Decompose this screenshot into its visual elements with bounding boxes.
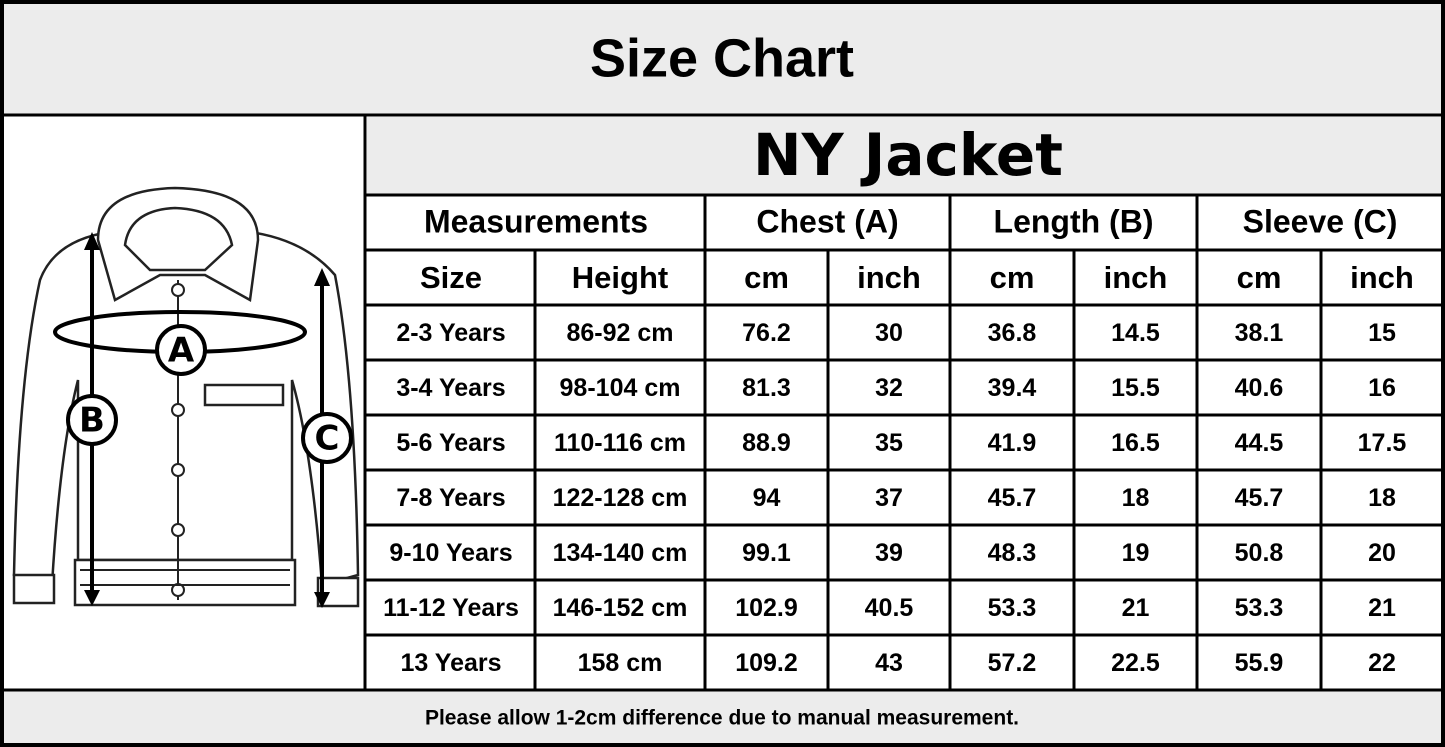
table-cell: 86-92 cm [566, 319, 673, 347]
table-cell: 158 cm [578, 649, 663, 677]
table-cell: 20 [1368, 539, 1396, 567]
table-cell: 11-12 Years [383, 594, 519, 622]
table-cell: 13 Years [400, 649, 501, 677]
table-cell: 40.6 [1235, 374, 1284, 402]
column-header: Size [420, 260, 482, 295]
page-title: Size Chart [590, 28, 854, 88]
table-cell: 16 [1368, 374, 1396, 402]
group-header: Sleeve (C) [1243, 203, 1398, 239]
column-header: inch [1350, 260, 1414, 295]
table-cell: 109.2 [735, 649, 798, 677]
table-cell: 30 [875, 319, 903, 347]
table-cell: 2-3 Years [396, 319, 505, 347]
table-cell: 32 [875, 374, 903, 402]
table-grid [0, 113, 1445, 692]
table-cell: 35 [875, 429, 903, 457]
table-cell: 7-8 Years [396, 484, 505, 512]
table-cell: 37 [875, 484, 903, 512]
table-title-band [367, 117, 1443, 195]
column-header: cm [990, 260, 1035, 295]
table-cell: 39.4 [988, 374, 1037, 402]
table-cell: 55.9 [1235, 649, 1284, 677]
table-cell: 43 [875, 649, 903, 677]
table-cell: 102.9 [735, 594, 798, 622]
table-cell: 16.5 [1111, 429, 1160, 457]
table-cell: 134-140 cm [553, 539, 688, 567]
table-cell: 15.5 [1111, 374, 1160, 402]
table-cell: 21 [1368, 594, 1396, 622]
table-cell: 45.7 [988, 484, 1037, 512]
table-cell: 22.5 [1111, 649, 1160, 677]
table-cell: 45.7 [1235, 484, 1284, 512]
column-header: cm [744, 260, 789, 295]
footnote: Please allow 1-2cm difference due to man… [425, 707, 1019, 730]
table-cell: 99.1 [742, 539, 791, 567]
table-cell: 18 [1122, 484, 1150, 512]
column-header: cm [1237, 260, 1282, 295]
table-cell: 19 [1122, 539, 1150, 567]
table-cell: 17.5 [1358, 429, 1407, 457]
table-cell: 81.3 [742, 374, 791, 402]
table-cell: 48.3 [988, 539, 1037, 567]
table-cell: 122-128 cm [553, 484, 688, 512]
table-cell: 36.8 [988, 319, 1037, 347]
footer-band [0, 690, 1445, 747]
table-cell: 53.3 [1235, 594, 1284, 622]
table-cell: 41.9 [988, 429, 1037, 457]
table-cell: 9-10 Years [389, 539, 512, 567]
title-band [0, 0, 1445, 115]
table-cell: 3-4 Years [396, 374, 505, 402]
column-header: Height [572, 260, 668, 295]
table-cell: 76.2 [742, 319, 791, 347]
table-cell: 39 [875, 539, 903, 567]
table-cell: 110-116 cm [554, 429, 686, 457]
table-cell: 40.5 [865, 594, 914, 622]
table-cell: 15 [1368, 319, 1396, 347]
column-header: inch [857, 260, 921, 295]
table-cell: 50.8 [1235, 539, 1284, 567]
table-cell: 18 [1368, 484, 1396, 512]
column-header: inch [1104, 260, 1168, 295]
table-cell: 53.3 [988, 594, 1037, 622]
jacket-sketch [12, 186, 360, 608]
table-cell: 44.5 [1235, 429, 1284, 457]
table-cell: 38.1 [1235, 319, 1284, 347]
table-title: NY Jacket [753, 121, 1063, 189]
table-cell: 98-104 cm [560, 374, 681, 402]
diagram-label: A [168, 331, 195, 371]
diagram-label: C [315, 419, 340, 459]
table-cell: 14.5 [1111, 319, 1160, 347]
table-cell: 21 [1122, 594, 1150, 622]
group-header: Chest (A) [756, 203, 898, 239]
table-cell: 57.2 [988, 649, 1037, 677]
diagram-label: B [79, 401, 105, 441]
table-cell: 146-152 cm [553, 594, 688, 622]
table-cell: 22 [1368, 649, 1396, 677]
group-header: Measurements [424, 203, 648, 239]
table-cell: 5-6 Years [396, 429, 505, 457]
group-header: Length (B) [994, 203, 1154, 239]
table-cell: 88.9 [742, 429, 791, 457]
table-cell: 94 [753, 484, 781, 512]
